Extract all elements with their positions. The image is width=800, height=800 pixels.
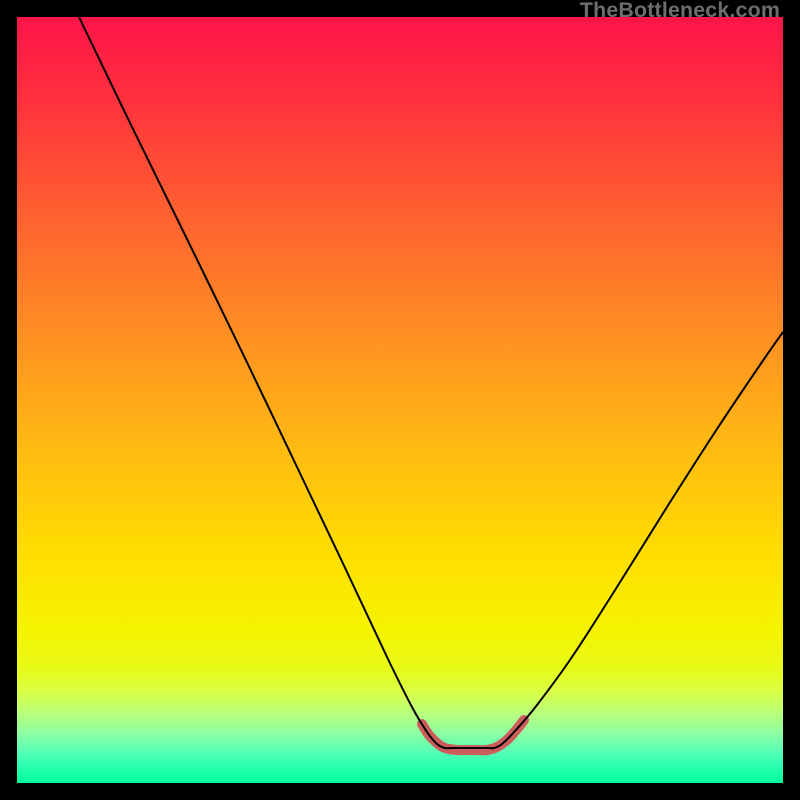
bottleneck-curve [79,17,783,748]
border-bottom [0,783,800,800]
curve-layer [17,17,783,783]
border-right [783,0,800,800]
border-left [0,0,17,800]
plot-area [17,17,783,783]
watermark-text: TheBottleneck.com [580,0,780,23]
chart-frame: TheBottleneck.com [0,0,800,800]
bottleneck-band [422,720,524,750]
